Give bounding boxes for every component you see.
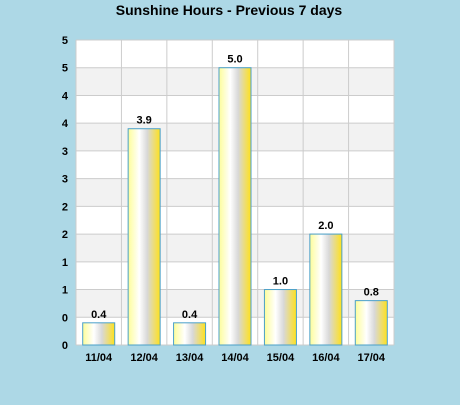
plot-band [76, 40, 394, 68]
y-tick-label: 2 [62, 229, 68, 241]
bar [218, 67, 252, 346]
y-tick-label: 4 [62, 118, 69, 130]
bar-value-label: 3.9 [136, 115, 151, 127]
y-tick-label: 4 [62, 90, 69, 102]
y-tick-label: 0 [62, 312, 68, 324]
bar-value-label: 0.8 [364, 287, 379, 299]
bar-value-label: 0.4 [91, 309, 107, 321]
bar [173, 322, 207, 346]
y-axis-tick-labels: 0 0 1 1 2 2 3 3 4 4 5 5 [62, 35, 69, 352]
y-tick-label: 3 [62, 146, 68, 158]
bar-value-label: 2.0 [318, 220, 333, 232]
y-tick-label: 5 [62, 63, 68, 75]
bar [263, 289, 297, 346]
x-axis-tick-labels: 11/04 12/04 13/04 14/04 15/04 16/04 17/04 [85, 352, 386, 364]
y-tick-label: 0 [62, 340, 68, 352]
x-tick-label: 11/04 [85, 352, 113, 364]
bar [354, 300, 388, 346]
bar [309, 233, 343, 346]
bar [127, 128, 161, 346]
y-tick-label: 1 [62, 285, 68, 297]
bar [82, 322, 116, 346]
y-tick-label: 3 [62, 174, 68, 186]
bar-value-label: 1.0 [273, 276, 288, 288]
x-tick-label: 15/04 [267, 352, 295, 364]
bar-value-label: 5.0 [227, 54, 242, 66]
x-tick-label: 17/04 [358, 352, 386, 364]
x-tick-label: 12/04 [130, 352, 158, 364]
bars [82, 67, 388, 346]
y-tick-label: 5 [62, 35, 68, 47]
x-tick-label: 13/04 [176, 352, 204, 364]
y-tick-label: 1 [62, 257, 68, 269]
bar-value-label: 0.4 [182, 309, 198, 321]
chart-title: Sunshine Hours - Previous 7 days [116, 2, 343, 18]
x-tick-label: 14/04 [221, 352, 249, 364]
y-tick-label: 2 [62, 201, 68, 213]
bar-value-labels: 0.4 3.9 0.4 5.0 1.0 2.0 0.8 [91, 54, 379, 321]
x-tick-label: 16/04 [312, 352, 340, 364]
